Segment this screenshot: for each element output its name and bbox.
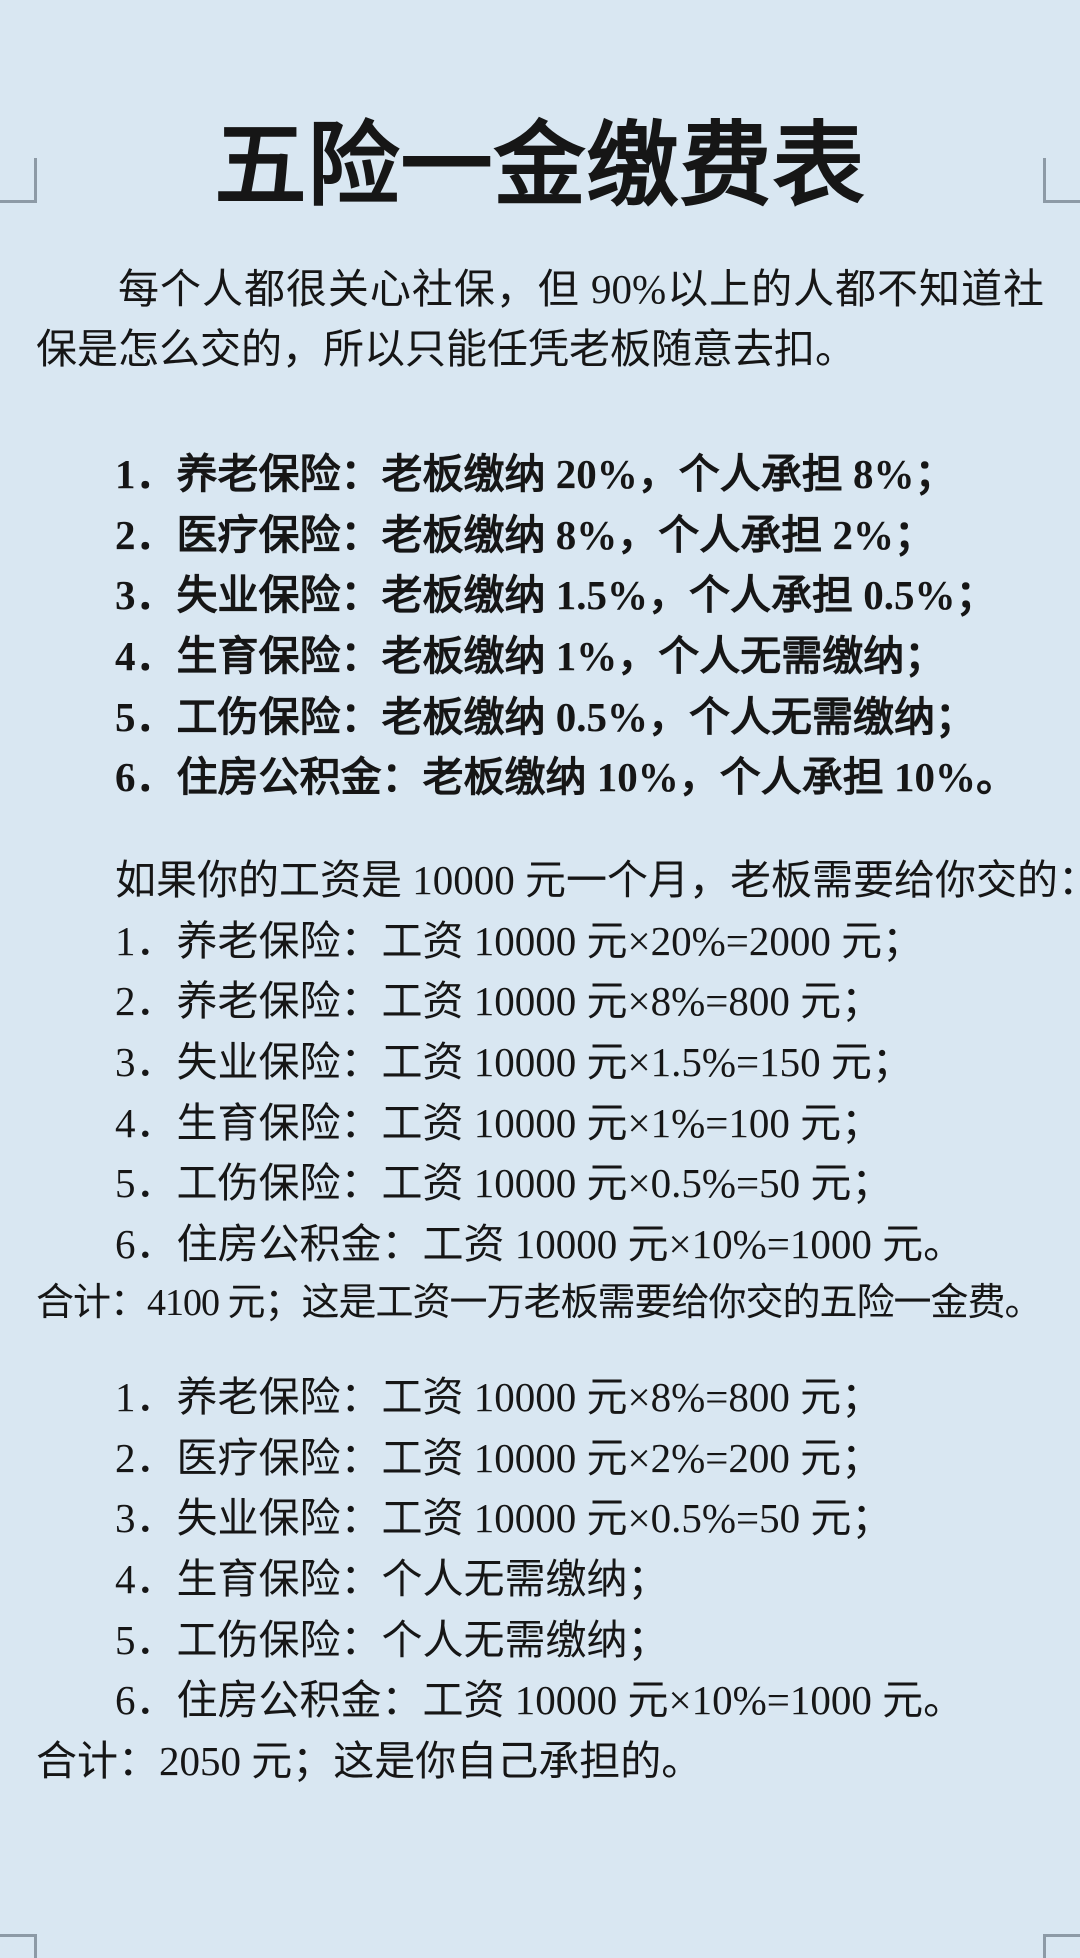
text-boundary-mark-bottom-left: [0, 1934, 37, 1958]
employee-cost-pension: 1．养老保险：工资 10000 元×8%=800 元；: [115, 1373, 883, 1420]
employer-cost-medical: 2．养老保险：工资 10000 元×8%=800 元；: [115, 978, 883, 1025]
employee-cost-maternity: 4．生育保险：个人无需缴纳；: [115, 1555, 669, 1602]
rate-item-injury: 5．工伤保险：老板缴纳 0.5%，个人无需缴纳；: [115, 693, 976, 740]
document-page: 五险一金缴费表 每个人都很关心社保，但 90%以上的人都不知道社保是怎么交的，所…: [0, 118, 1080, 1958]
employer-cost-injury: 5．工伤保险：工资 10000 元×0.5%=50 元；: [115, 1160, 893, 1207]
employee-cost-housing-fund: 6．住房公积金：工资 10000 元×10%=1000 元。: [115, 1677, 965, 1724]
rate-item-unemployment: 3．失业保险：老板缴纳 1.5%，个人承担 0.5%；: [115, 572, 997, 619]
employer-total-line: 合计：4100 元；这是工资一万老板需要给你交的五险一金费。: [36, 1281, 1043, 1324]
employee-cost-unemployment: 3．失业保险：工资 10000 元×0.5%=50 元；: [115, 1495, 893, 1542]
employer-cost-pension: 1．养老保险：工资 10000 元×20%=2000 元；: [115, 917, 924, 964]
employer-lead-paragraph: 如果你的工资是 10000 元一个月，老板需要给你交的：: [115, 856, 1080, 903]
employer-cost-housing-fund: 6．住房公积金：工资 10000 元×10%=1000 元。: [115, 1221, 965, 1267]
employee-cost-list: 1．养老保险：工资 10000 元×8%=800 元； 2．医疗保险：工资 10…: [36, 1367, 1044, 1731]
employer-cost-list: 1．养老保险：工资 10000 元×20%=2000 元； 2．养老保险：工资 …: [36, 911, 1044, 1275]
text-boundary-mark-top-right: [1043, 158, 1080, 203]
text-boundary-mark-top-left: [0, 158, 37, 203]
employer-cost-unemployment: 3．失业保险：工资 10000 元×1.5%=150 元；: [115, 1038, 913, 1085]
rate-item-medical: 2．医疗保险：老板缴纳 8%，个人承担 2%；: [115, 511, 935, 558]
rate-item-maternity: 4．生育保险：老板缴纳 1%，个人无需缴纳；: [115, 632, 946, 679]
employee-total-line: 合计：2050 元；这是你自己承担的。: [36, 1737, 703, 1784]
rate-item-pension: 1．养老保险：老板缴纳 20%，个人承担 8%；: [115, 450, 956, 497]
text-boundary-mark-bottom-right: [1043, 1934, 1080, 1958]
document-title: 五险一金缴费表: [214, 115, 866, 217]
intro-paragraph: 每个人都很关心社保，但 90%以上的人都不知道社保是怎么交的，所以只能任凭老板随…: [36, 265, 1044, 373]
employee-cost-medical: 2．医疗保险：工资 10000 元×2%=200 元；: [115, 1434, 883, 1481]
rate-item-housing-fund: 6．住房公积金：老板缴纳 10%，个人承担 10%。: [115, 754, 1017, 801]
employer-cost-maternity: 4．生育保险：工资 10000 元×1%=100 元；: [115, 1099, 883, 1146]
employee-cost-injury: 5．工伤保险：个人无需缴纳；: [115, 1616, 669, 1663]
insurance-rates-list: 1．养老保险：老板缴纳 20%，个人承担 8%； 2．医疗保险：老板缴纳 8%，…: [36, 444, 1044, 808]
